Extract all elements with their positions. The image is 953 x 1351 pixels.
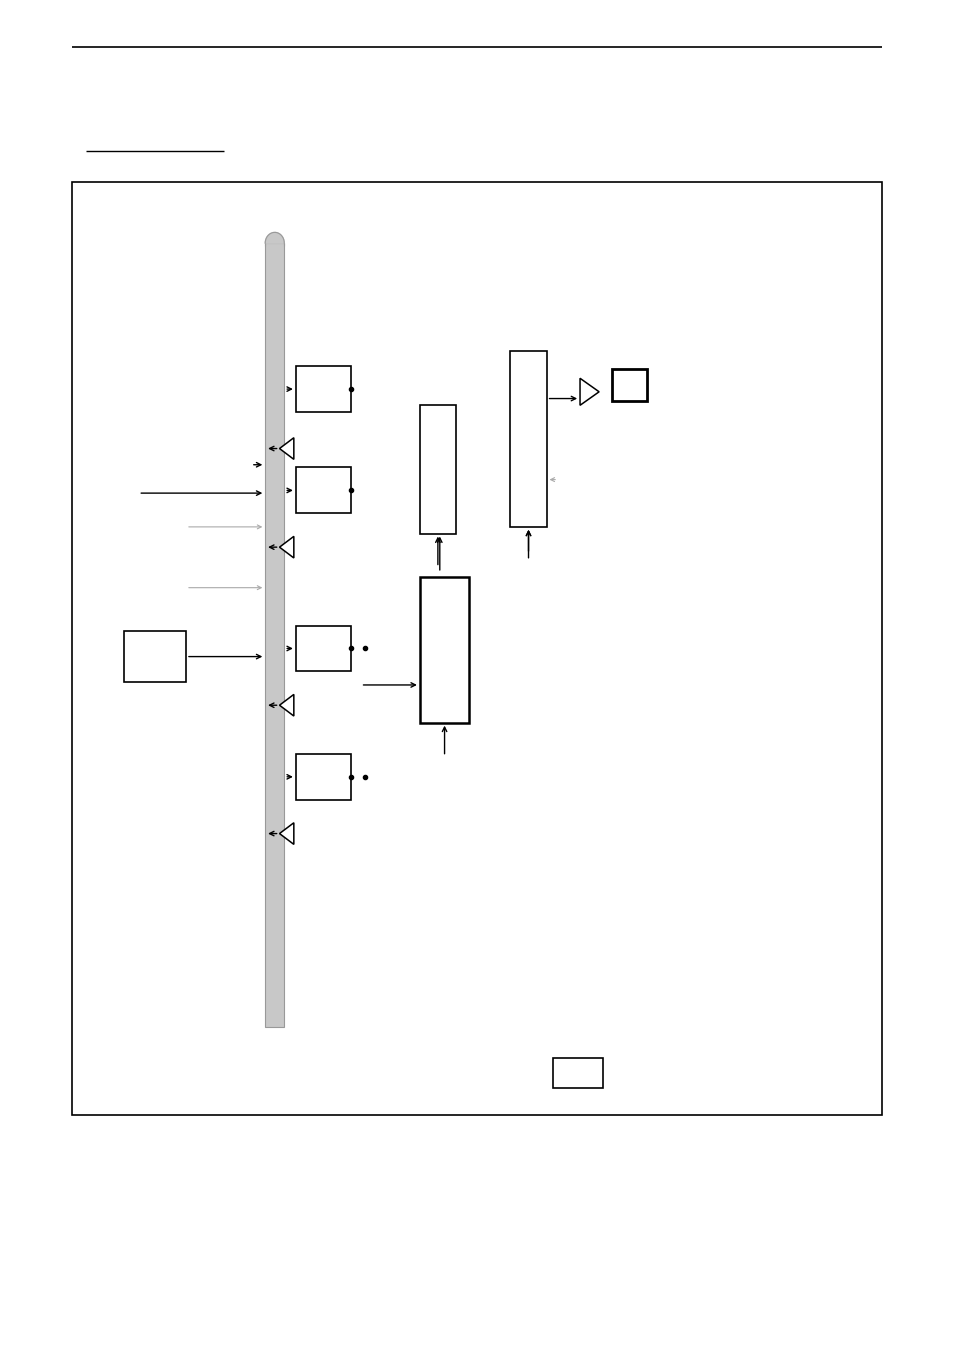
Polygon shape: [279, 823, 294, 844]
Bar: [612, 369, 646, 401]
Bar: [295, 754, 351, 800]
Polygon shape: [279, 536, 294, 558]
Bar: [419, 405, 456, 534]
Bar: [124, 631, 186, 682]
Bar: [265, 243, 284, 1027]
Bar: [295, 366, 351, 412]
Polygon shape: [579, 378, 598, 405]
Polygon shape: [279, 694, 294, 716]
Bar: [553, 1058, 602, 1088]
Polygon shape: [265, 232, 284, 243]
Polygon shape: [279, 438, 294, 459]
Bar: [71, 182, 882, 1115]
Bar: [510, 351, 546, 527]
Bar: [295, 626, 351, 671]
Bar: [419, 577, 469, 723]
Bar: [295, 467, 351, 513]
